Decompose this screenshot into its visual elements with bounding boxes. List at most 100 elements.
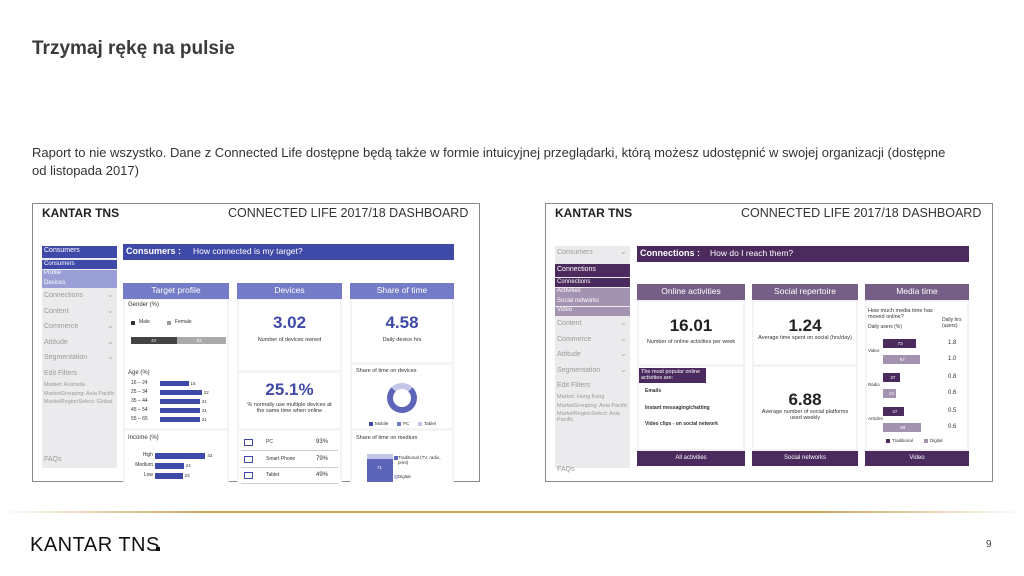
sidebar-sub	[42, 269, 117, 279]
section-title: Daily users (%)	[868, 324, 902, 330]
sidebar-sub-label: Connections	[557, 278, 591, 285]
hrs-value: 1.0	[948, 356, 957, 362]
section	[239, 300, 340, 370]
big-label: Daily device hrs	[382, 337, 422, 343]
legend-label: Traditional	[892, 438, 913, 443]
filter: MarketRegionSelect: Asia Pacific	[557, 411, 620, 424]
panel-footer-label: All activities	[675, 455, 707, 461]
faq: FAQs	[44, 456, 62, 463]
bar-value: 21	[201, 417, 207, 422]
bar-value: 22	[203, 390, 209, 395]
legend-swatch	[394, 475, 398, 479]
section	[754, 302, 856, 364]
filters-title: Edit Filters	[44, 370, 78, 377]
device-name: Smart Phone	[266, 455, 296, 462]
sidebar-sub	[42, 260, 117, 269]
hrs-value: 0.6	[948, 424, 957, 430]
panel-footer	[752, 451, 858, 466]
sidebar-item: Attitude	[557, 351, 581, 358]
income-bar	[155, 473, 183, 479]
dashboard-logo: KANTAR TNS	[555, 206, 633, 220]
panel-header	[237, 283, 342, 299]
hrs-value: 0.5	[948, 408, 957, 414]
sidebar-sub	[555, 278, 630, 287]
gender-bar	[176, 337, 226, 344]
panel-title: Media time	[896, 286, 938, 296]
separator	[241, 483, 338, 484]
big-label: Average time spent on social (hrs/day)	[758, 335, 852, 341]
popular-item: Video clips - on social network	[645, 421, 718, 427]
legend-label: Digital	[930, 438, 943, 443]
big-number: 3.02	[272, 313, 307, 332]
chevron: ⌄	[107, 336, 114, 346]
panel-header	[865, 284, 969, 300]
digital-bar	[883, 355, 920, 364]
filter: Market: Hong Kong	[557, 394, 605, 400]
category-label: Medium	[135, 462, 153, 468]
section-title: Share of time on medium	[356, 435, 418, 441]
legend-label: Traditional (TV, radio, print)	[398, 455, 441, 466]
device-name: PC	[266, 439, 273, 445]
section-title: How much media time has moved online?	[868, 308, 933, 321]
panel-footer-label: Social networks	[783, 455, 827, 461]
sidebar-item: Content	[557, 320, 582, 327]
bar-value: 21	[201, 408, 207, 413]
logo-dot	[156, 547, 160, 551]
panel-footer	[865, 451, 969, 466]
footer-line	[0, 511, 1024, 513]
section-title: Income (%)	[128, 435, 159, 441]
sidebar-item: Content	[44, 307, 69, 315]
device-name: Tablet	[266, 472, 280, 478]
bar-value: 23	[184, 473, 190, 478]
big-label: Number of online activities per week	[646, 339, 736, 345]
panel-header	[637, 284, 745, 300]
age-bar	[160, 417, 200, 422]
legend-swatch	[167, 321, 171, 325]
faq: FAQs	[557, 466, 575, 473]
banner-question: How connected is my target?	[193, 245, 303, 256]
chevron: ⌄	[620, 318, 627, 327]
popular-header	[639, 368, 706, 383]
slide-title: Trzymaj rękę na pulsie	[32, 38, 235, 59]
legend-swatch	[924, 439, 928, 443]
hrs-value: 0.6	[948, 390, 957, 396]
dashboard-logo: KANTAR TNS	[42, 206, 120, 220]
chevron: ⌄	[620, 333, 627, 343]
section-title: Gender (%)	[128, 302, 160, 308]
panel-title: Share of time	[376, 285, 428, 295]
section	[239, 373, 340, 428]
panel-title: Target profile	[151, 285, 201, 295]
sidebar-sub-label: Video	[557, 307, 573, 313]
sidebar-sub-label: Social networks	[557, 297, 600, 304]
section	[754, 367, 856, 449]
big-label: Average number of social platforms used …	[761, 409, 849, 422]
popular-item: Emails	[645, 388, 662, 394]
legend-swatch	[394, 456, 398, 460]
section-title: Age (%)	[128, 370, 150, 376]
sidebar-sub	[555, 297, 630, 306]
bar-value: 67	[899, 357, 905, 362]
category-label: 25 – 34	[131, 389, 148, 395]
slide-body: Raport to nie wszystko. Dane z Connected…	[32, 145, 946, 178]
sidebar-item: Connections	[44, 292, 83, 299]
bar-value: 15	[190, 381, 196, 386]
sidebar-sub	[42, 279, 117, 288]
traditional-bar	[883, 407, 905, 416]
group-label: Video	[868, 348, 880, 353]
medium-bar-traditional	[367, 459, 393, 482]
big-number: 25.1%	[265, 380, 314, 399]
sidebar-section	[42, 246, 117, 258]
banner-question: How do I reach them?	[710, 247, 794, 258]
device-value: 93%	[316, 439, 329, 445]
section	[352, 300, 452, 362]
category-label: 55 – 65	[131, 416, 148, 422]
popular-title: The most popular online activities are:	[641, 369, 701, 382]
banner	[123, 244, 454, 260]
bar-value: 37	[890, 375, 896, 380]
traditional-bar	[883, 373, 900, 382]
sidebar-section-label: Connections	[557, 266, 596, 273]
bar-value: 24	[185, 463, 191, 468]
age-bar	[160, 381, 189, 386]
panel-title: Devices	[274, 285, 305, 295]
legend-swatch	[886, 439, 890, 443]
